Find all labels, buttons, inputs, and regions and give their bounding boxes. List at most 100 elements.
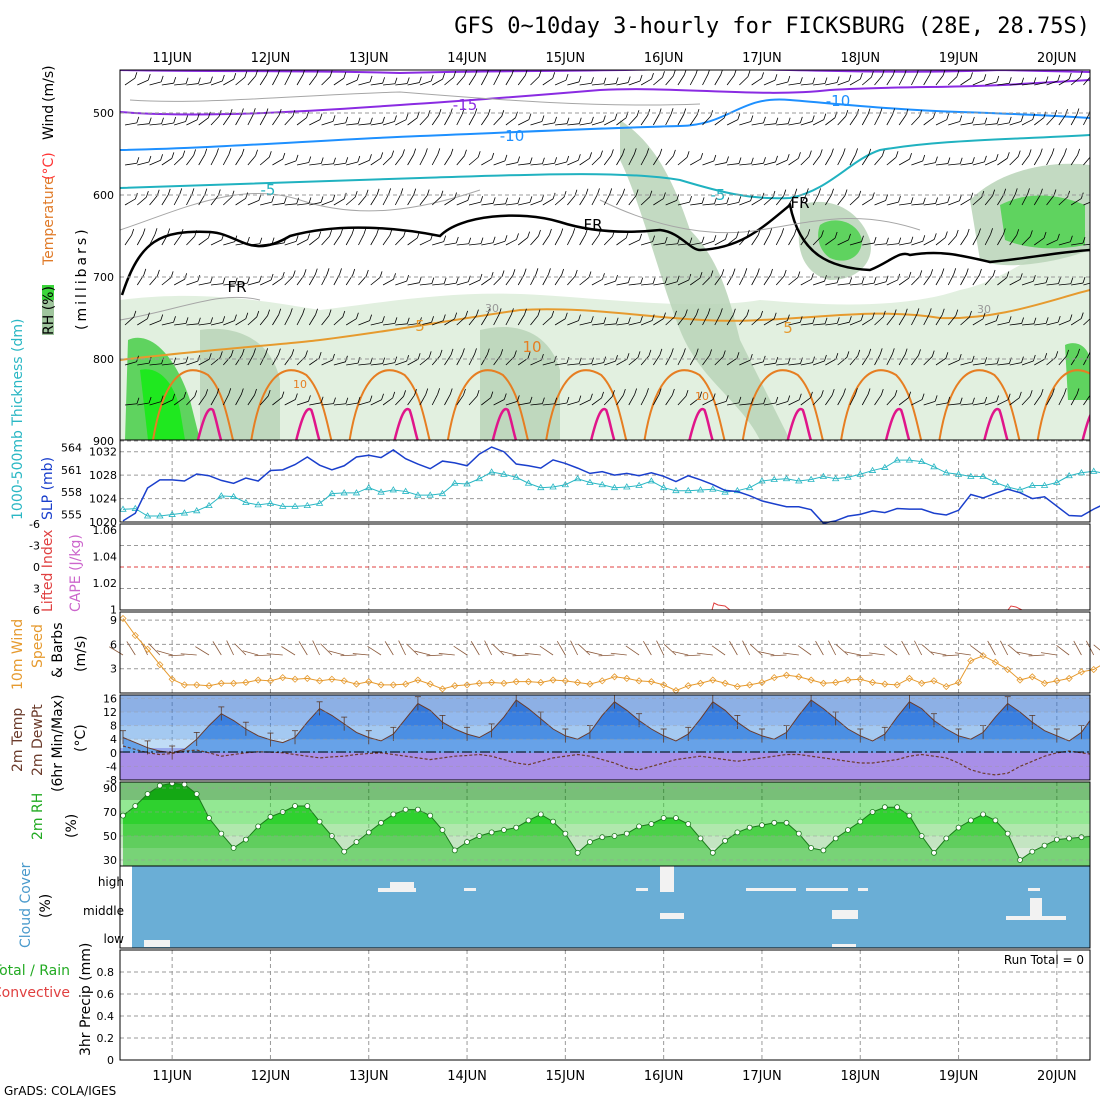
- wind-barb: [861, 354, 870, 366]
- wind-barb-flag: [504, 154, 508, 162]
- wind-barb: [825, 154, 832, 166]
- wind-marker: [488, 678, 496, 687]
- wind-barb: [407, 358, 419, 366]
- wind-barb: [800, 156, 810, 166]
- wind-barb-flag: [204, 188, 208, 195]
- wind-barb: [382, 278, 394, 286]
- wind-barb: [898, 397, 909, 406]
- wind-barb: [432, 320, 444, 326]
- wind-barb: [603, 396, 613, 406]
- wind-barb-flag: [234, 277, 238, 284]
- wind-marker: [242, 678, 250, 687]
- thickness-marker: [524, 479, 533, 486]
- wind-barb: [370, 194, 378, 206]
- wind10-barb: [954, 652, 971, 656]
- rh-marker: [685, 821, 692, 827]
- wind-barb-flag: [234, 235, 238, 242]
- thickness-marker: [844, 473, 852, 480]
- wind10-barb: [414, 650, 431, 656]
- wind-barb: [984, 159, 997, 166]
- wind-barb: [714, 275, 723, 286]
- rh-marker: [550, 818, 556, 825]
- cape-trace-1: [711, 602, 731, 611]
- wind-barb: [1021, 236, 1031, 246]
- wind-barb-flag: [1067, 190, 1071, 197]
- wind-marker: [524, 678, 533, 686]
- thickness-marker: [586, 478, 594, 485]
- wind10-label-2: Speed: [30, 624, 46, 668]
- wind-barb: [456, 243, 469, 246]
- wind-barb-flag: [1040, 188, 1043, 195]
- wind-barb-flag: [585, 228, 588, 235]
- wind-barb: [947, 76, 958, 86]
- wind-barb: [481, 114, 489, 126]
- wind-barb: [161, 82, 174, 86]
- wind-barb: [812, 395, 822, 406]
- wind-barb-flag: [171, 152, 175, 159]
- wind-barb: [505, 400, 518, 406]
- wind-marker: [623, 674, 631, 682]
- wind-barb-flag: [305, 350, 308, 357]
- wind-barb: [997, 157, 1008, 166]
- wind-barb-flag: [247, 236, 250, 244]
- wind-barb: [554, 318, 566, 326]
- wind-barb-flag: [406, 275, 410, 282]
- wind-barb-flag: [811, 273, 814, 280]
- wind-barb: [456, 200, 468, 206]
- wind-barb: [972, 79, 985, 86]
- wind-marker: [303, 674, 311, 682]
- wind-barb: [665, 281, 678, 286]
- wind-barb: [173, 156, 184, 166]
- wind-barb: [714, 117, 725, 126]
- wind-barb: [210, 239, 222, 246]
- wind-barb: [898, 114, 907, 126]
- lifted-index-tick: 3: [33, 583, 40, 596]
- wind-barb: [407, 194, 415, 206]
- wind10-barb: [148, 643, 161, 656]
- temp2m-label-2: 2m DewPt: [30, 704, 46, 776]
- wind-barb: [456, 354, 463, 366]
- wind-barb-flag: [487, 108, 491, 116]
- wind-barb: [468, 354, 475, 366]
- wind-marker: [586, 680, 594, 688]
- wind-barb-flag: [185, 317, 189, 324]
- wind-barb: [1070, 76, 1081, 86]
- wind-marker: [561, 677, 569, 685]
- footer-credit: GrADS: COLA/IGES: [4, 1084, 116, 1098]
- wind-barb-flag: [1039, 148, 1043, 155]
- wind-marker: [893, 681, 901, 689]
- wind-marker: [168, 675, 176, 683]
- wind-barb: [628, 357, 639, 366]
- wind-barb-flag: [1021, 356, 1024, 363]
- wind-barb-flag: [738, 157, 742, 164]
- lifted-index-label: Lifted Index: [40, 530, 56, 612]
- wind-barb-flag: [750, 194, 753, 201]
- wind-barb-flag: [256, 310, 260, 318]
- temp-band: [120, 712, 1090, 726]
- wind-barb-flag: [671, 388, 675, 396]
- wind-barb-flag: [136, 397, 140, 404]
- thickness-marker: [549, 483, 557, 490]
- wind-marker: [709, 676, 717, 684]
- wind-barb-flag: [307, 233, 311, 240]
- wind-barb: [800, 397, 811, 406]
- wind-barb: [505, 203, 518, 206]
- wind-barb: [124, 198, 136, 206]
- wind-barb: [124, 162, 137, 166]
- rh-marker: [181, 782, 188, 788]
- wind-barb-flag: [683, 348, 686, 355]
- wind-barb: [395, 119, 407, 126]
- wind-barb-flag: [1077, 348, 1080, 356]
- wind-barb: [898, 158, 910, 166]
- wind-barb-flag: [770, 268, 773, 276]
- wind-barb: [591, 397, 602, 406]
- wind-barb: [677, 279, 689, 286]
- wind-barb: [308, 274, 316, 286]
- wind-barb: [579, 363, 592, 366]
- rh-marker: [722, 837, 728, 844]
- wind-barb-flag: [160, 395, 164, 402]
- wind-barb-flag: [437, 388, 441, 395]
- wind-barb-flag: [173, 116, 177, 124]
- wind-barb: [149, 195, 158, 206]
- wind-barb: [628, 115, 638, 126]
